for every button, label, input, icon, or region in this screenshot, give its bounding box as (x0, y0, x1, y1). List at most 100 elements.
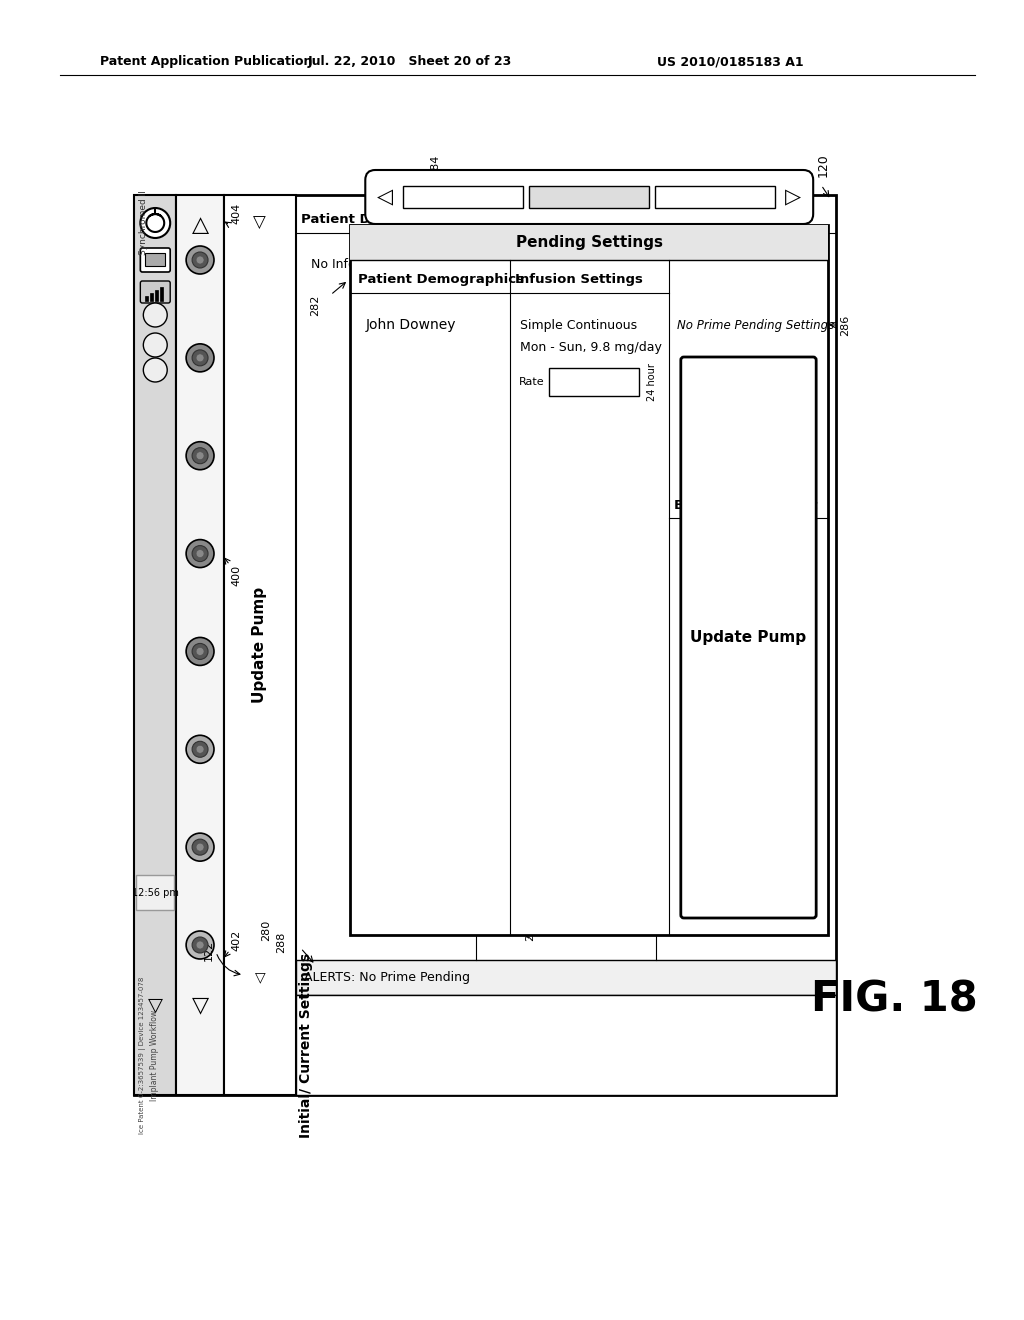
Text: No Prime Pending Settings: No Prime Pending Settings (677, 318, 835, 331)
Circle shape (193, 447, 208, 463)
Bar (145, 253, 165, 267)
Text: John Downey: John Downey (366, 318, 456, 333)
Circle shape (186, 735, 214, 763)
Text: 400: 400 (231, 565, 242, 586)
Text: 292: 292 (639, 331, 649, 352)
Text: 404: 404 (231, 202, 242, 223)
Circle shape (186, 931, 214, 960)
Text: ▽: ▽ (255, 970, 265, 985)
Text: Update Pump: Update Pump (690, 630, 807, 645)
Circle shape (193, 840, 208, 855)
Bar (156, 290, 159, 301)
Text: 282: 282 (310, 294, 321, 315)
Text: Synchromed II: Synchromed II (139, 190, 148, 256)
Circle shape (186, 638, 214, 665)
Text: Ice Patent 0-2:3657539 | Device 123457-078: Ice Patent 0-2:3657539 | Device 123457-0… (139, 977, 146, 1134)
Text: Patent Application Publication: Patent Application Publication (99, 55, 312, 69)
Text: 286: 286 (840, 314, 850, 335)
Circle shape (140, 209, 170, 238)
Circle shape (186, 343, 214, 372)
Bar (145, 296, 148, 301)
Text: No Information: No Information (310, 259, 403, 272)
Bar (151, 293, 154, 301)
Text: 280: 280 (261, 919, 270, 941)
Text: Rate: Rate (519, 378, 545, 387)
Text: ▽: ▽ (253, 214, 266, 232)
Circle shape (186, 833, 214, 861)
FancyBboxPatch shape (140, 281, 170, 304)
Text: US 2010/0185183 A1: US 2010/0185183 A1 (657, 55, 804, 69)
Text: 402: 402 (231, 929, 242, 950)
Text: Rate: Rate (485, 293, 511, 302)
Circle shape (186, 246, 214, 275)
Text: ▷: ▷ (785, 187, 802, 207)
Text: Patient Demographics: Patient Demographics (301, 214, 467, 227)
Text: 0.300mL Internal Tube: 0.300mL Internal Tube (664, 279, 797, 292)
Circle shape (143, 358, 167, 381)
Bar (160, 286, 163, 301)
Bar (350, 224, 828, 260)
Text: Bolus Management: Bolus Management (674, 499, 817, 511)
Bar (296, 960, 836, 995)
Text: 120: 120 (816, 153, 829, 177)
Circle shape (193, 252, 208, 268)
Bar (296, 995, 836, 1096)
Circle shape (193, 742, 208, 758)
Text: Jul. 22, 2010   Sheet 20 of 23: Jul. 22, 2010 Sheet 20 of 23 (308, 55, 512, 69)
Text: Simple Continuous: Simple Continuous (519, 318, 637, 331)
Text: Bolus Management: Bolus Management (660, 214, 805, 227)
Circle shape (196, 647, 204, 656)
Circle shape (193, 350, 208, 366)
Circle shape (186, 442, 214, 470)
Text: Patient Demographics: Patient Demographics (358, 273, 524, 286)
Text: 12:56 pm: 12:56 pm (132, 888, 179, 898)
Circle shape (193, 545, 208, 561)
Circle shape (196, 941, 204, 949)
FancyBboxPatch shape (140, 248, 170, 272)
Circle shape (193, 937, 208, 953)
Text: ▽: ▽ (147, 995, 163, 1015)
Bar (136, 875, 174, 909)
Text: ◁: ◁ (377, 187, 393, 207)
FancyBboxPatch shape (681, 356, 816, 917)
Text: 284: 284 (430, 154, 440, 176)
Bar (655, 186, 775, 209)
Circle shape (196, 451, 204, 459)
Text: Mon - Sun, 9.8 mg/day: Mon - Sun, 9.8 mg/day (519, 342, 662, 355)
Circle shape (196, 843, 204, 851)
Circle shape (143, 304, 167, 327)
Text: ALERTS: No Prime Pending: ALERTS: No Prime Pending (303, 972, 470, 983)
Bar (529, 186, 649, 209)
Text: Initial/ Current Settings: Initial/ Current Settings (299, 953, 312, 1138)
Bar (350, 224, 828, 935)
Text: Implant Pump Workflow: Implant Pump Workflow (151, 1010, 160, 1101)
Text: 24 hour: 24 hour (639, 275, 649, 313)
Text: △: △ (191, 215, 209, 235)
Text: Update Pump: Update Pump (252, 587, 267, 704)
Text: Infusion Settings: Infusion Settings (480, 214, 608, 227)
Bar (134, 195, 176, 1096)
Text: 122: 122 (204, 940, 214, 961)
Bar (403, 186, 523, 209)
Text: 24 hour: 24 hour (647, 363, 657, 401)
Bar (176, 195, 224, 1096)
Text: ▽: ▽ (191, 995, 209, 1015)
Text: None: Shelf State: None: Shelf State (480, 253, 591, 267)
Text: Infusion Settings: Infusion Settings (515, 273, 642, 286)
Circle shape (196, 549, 204, 557)
Bar (516, 280, 631, 315)
Circle shape (186, 540, 214, 568)
Circle shape (196, 746, 204, 754)
Text: Pending Settings: Pending Settings (516, 235, 663, 251)
FancyBboxPatch shape (366, 170, 813, 224)
Text: 288: 288 (275, 932, 286, 953)
Bar (550, 368, 639, 396)
Text: Pre-Implant Prime:: Pre-Implant Prime: (664, 259, 774, 272)
Circle shape (193, 643, 208, 660)
Text: 290: 290 (525, 919, 536, 941)
Bar (134, 195, 836, 1096)
Circle shape (196, 256, 204, 264)
Circle shape (196, 354, 204, 362)
Bar (224, 195, 296, 1096)
Circle shape (143, 333, 167, 356)
